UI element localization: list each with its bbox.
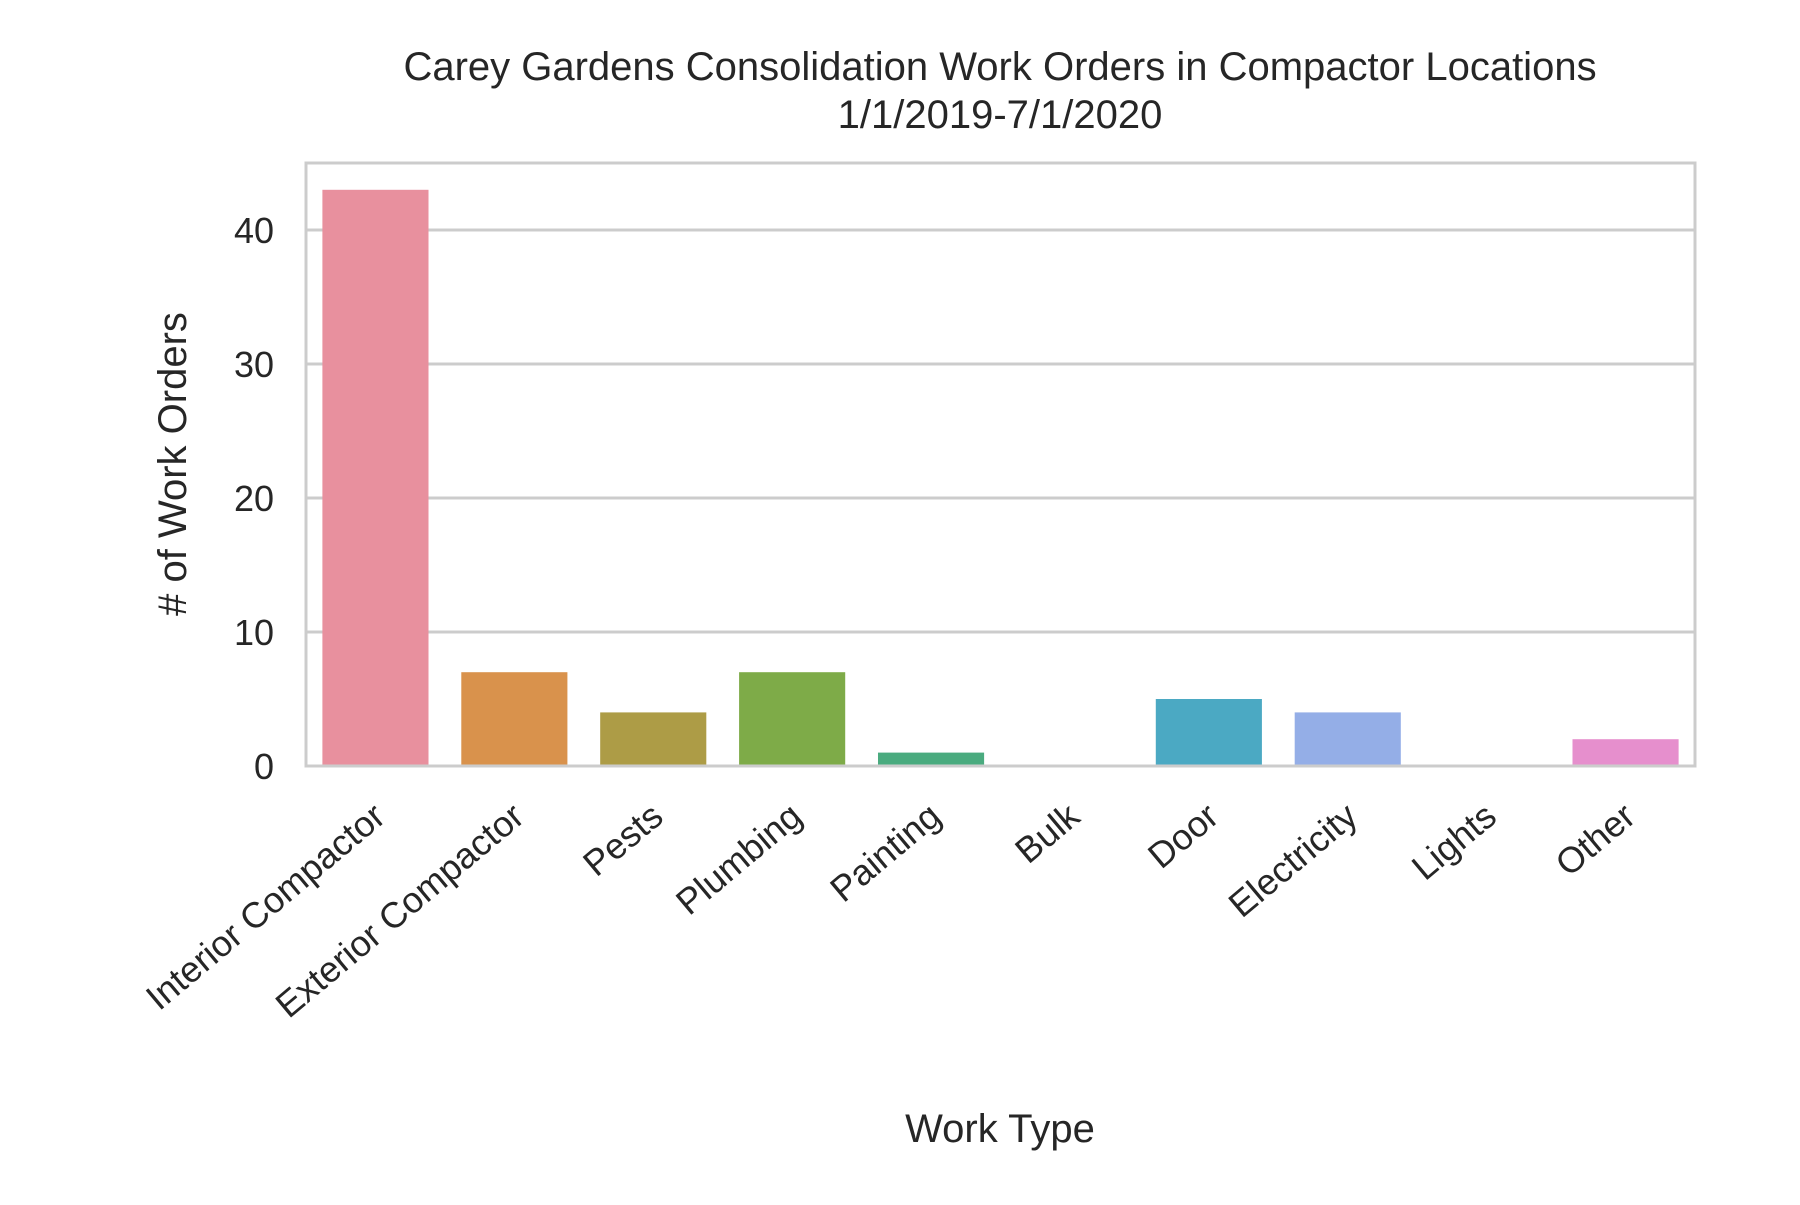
x-tick-label: Bulk [1007, 794, 1088, 871]
x-axis-label: Work Type [905, 1107, 1095, 1151]
chart-subtitle: 1/1/2019-7/1/2020 [838, 93, 1163, 137]
bar-pests [600, 712, 707, 766]
gridlines [306, 228, 1695, 634]
y-tick-label: 10 [234, 612, 274, 653]
bar-painting [877, 752, 985, 766]
x-tick-label: Door [1140, 795, 1226, 877]
bars [322, 189, 1679, 767]
bar-interior-compactor [322, 189, 429, 767]
bar-electricity [1294, 712, 1401, 766]
y-tick-label: 20 [234, 478, 274, 519]
plot-frame [304, 161, 1697, 768]
x-tick-label: Interior Compactor [138, 795, 393, 1018]
x-tick-label: Plumbing [668, 795, 809, 923]
y-tick-label: 30 [234, 344, 274, 385]
x-tick-label: Painting [822, 795, 948, 910]
x-tick-label: Exterior Compactor [268, 795, 532, 1026]
x-tick-label: Pests [575, 795, 670, 884]
y-tick-labels: 0 10 20 30 40 [234, 210, 274, 787]
x-tick-label: Other [1547, 795, 1642, 884]
bar-door [1155, 699, 1262, 766]
x-tick-label: Electricity [1221, 795, 1365, 925]
bar-exterior-compactor [461, 672, 568, 766]
y-axis-label: # of Work Orders [151, 312, 195, 616]
y-tick-label: 40 [234, 210, 274, 251]
x-tick-label: Lights [1404, 795, 1504, 888]
bar-plumbing [739, 672, 846, 766]
y-tick-label: 0 [254, 746, 274, 787]
bar-other [1572, 739, 1679, 766]
chart-title: Carey Gardens Consolidation Work Orders … [403, 45, 1596, 89]
